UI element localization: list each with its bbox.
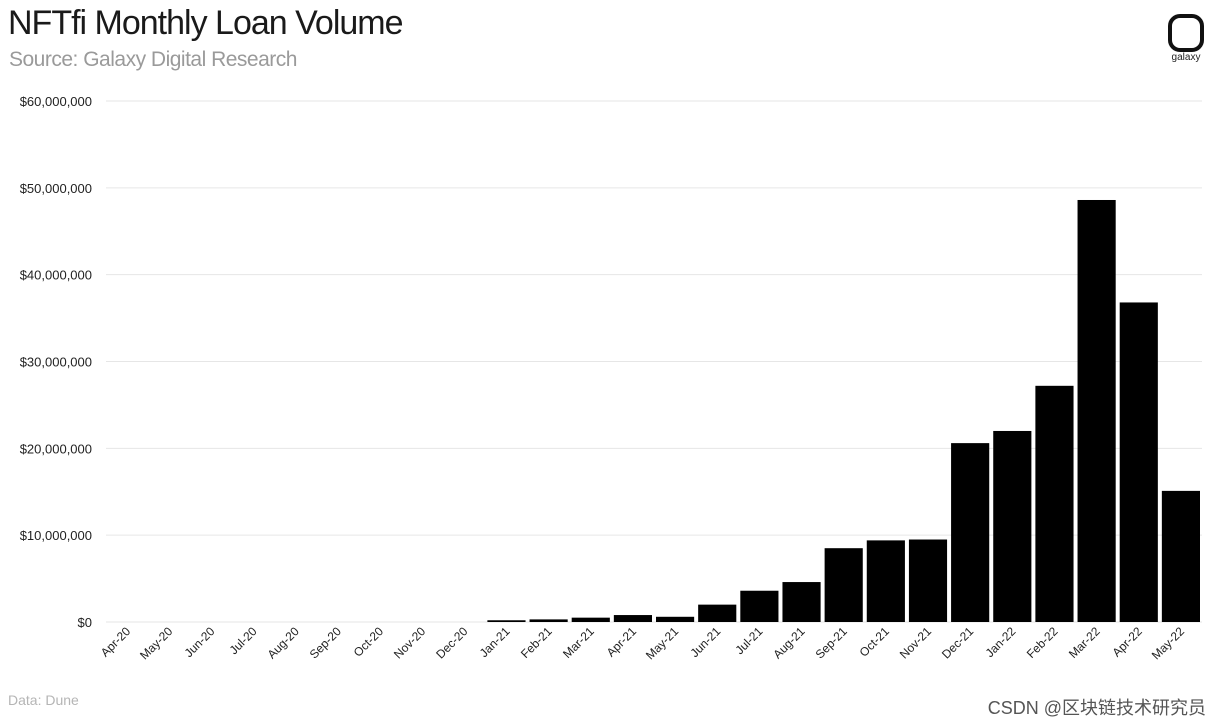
x-tick-label: Jun-21 <box>687 624 723 660</box>
x-tick-label: Nov-21 <box>897 624 934 661</box>
x-tick-label: Aug-20 <box>265 624 302 661</box>
x-tick-label: Nov-20 <box>391 624 428 661</box>
x-tick-label: Sep-20 <box>307 624 344 661</box>
x-tick-label: Feb-22 <box>1024 624 1061 661</box>
y-tick-label: $20,000,000 <box>20 441 92 456</box>
bars <box>487 199 1200 623</box>
bar-dec-21 <box>951 443 990 622</box>
x-tick-label: Mar-22 <box>1066 624 1103 661</box>
bar-mar-21 <box>571 617 610 622</box>
x-tick-label: Jul-20 <box>227 624 260 657</box>
y-tick-label: $40,000,000 <box>20 268 92 283</box>
x-tick-label: Jun-20 <box>182 624 218 660</box>
bar-feb-22 <box>1035 385 1074 622</box>
x-tick-label: Dec-20 <box>433 624 470 661</box>
bar-oct-21 <box>866 540 905 622</box>
bar-sep-21 <box>824 548 863 622</box>
bar-jan-21 <box>487 620 526 622</box>
bar-chart: $0 $10,000,000 $20,000,000 $30,000,000 $40,0… <box>20 94 1202 662</box>
x-tick-label: Mar-21 <box>560 624 597 661</box>
x-tick-label: Aug-21 <box>770 624 807 661</box>
y-tick-label: $30,000,000 <box>20 355 92 370</box>
y-tick-label: $0 <box>78 615 92 630</box>
x-tick-label: Jul-21 <box>732 624 765 657</box>
bar-apr-22 <box>1119 302 1158 622</box>
galaxy-logo-label: galaxy <box>1171 52 1201 63</box>
bar-aug-21 <box>782 582 821 622</box>
x-tick-label: May-20 <box>137 624 175 662</box>
bar-jul-21 <box>740 590 779 622</box>
x-tick-label: Feb-21 <box>518 624 555 661</box>
watermark: CSDN @区块链技术研究员 <box>987 698 1206 718</box>
bar-mar-22 <box>1077 199 1116 623</box>
bar-feb-21 <box>529 619 568 622</box>
bar-may-22 <box>1161 490 1200 622</box>
x-tick-label: Apr-20 <box>98 624 134 660</box>
x-tick-label: Jan-21 <box>477 624 513 660</box>
x-tick-label: Apr-22 <box>1110 624 1146 660</box>
galaxy-logo: galaxy <box>1164 12 1208 68</box>
y-tick-label: $60,000,000 <box>20 94 92 109</box>
bar-jan-22 <box>993 430 1032 622</box>
x-tick-label: May-22 <box>1149 624 1187 662</box>
bar-nov-21 <box>908 539 948 622</box>
x-tick-label: Apr-21 <box>604 624 640 660</box>
y-axis-ticks: $0 $10,000,000 $20,000,000 $30,000,000 $40,0… <box>20 94 92 630</box>
data-source-footer: Data: Dune <box>8 692 79 708</box>
gridlines <box>106 100 1202 623</box>
x-tick-label: Oct-21 <box>857 624 893 660</box>
x-tick-label: May-21 <box>643 624 681 662</box>
bar-may-21 <box>656 616 695 622</box>
galaxy-logo-icon <box>1168 14 1204 52</box>
x-tick-label: Oct-20 <box>351 624 387 660</box>
x-tick-label: Jan-22 <box>983 624 1019 660</box>
bar-jun-21 <box>698 604 737 622</box>
x-tick-label: Dec-21 <box>939 624 976 661</box>
chart-subtitle: Source: Galaxy Digital Research <box>9 48 297 71</box>
y-tick-label: $10,000,000 <box>20 528 92 543</box>
x-axis-ticks: Apr-20 May-20 Jun-20 Jul-20 Aug-20 Sep-20 Oct-… <box>98 624 1187 662</box>
x-tick-label: Sep-21 <box>813 624 850 661</box>
chart-title: NFTfi Monthly Loan Volume <box>8 4 404 42</box>
bar-apr-21 <box>613 615 652 622</box>
y-tick-label: $50,000,000 <box>20 181 92 196</box>
